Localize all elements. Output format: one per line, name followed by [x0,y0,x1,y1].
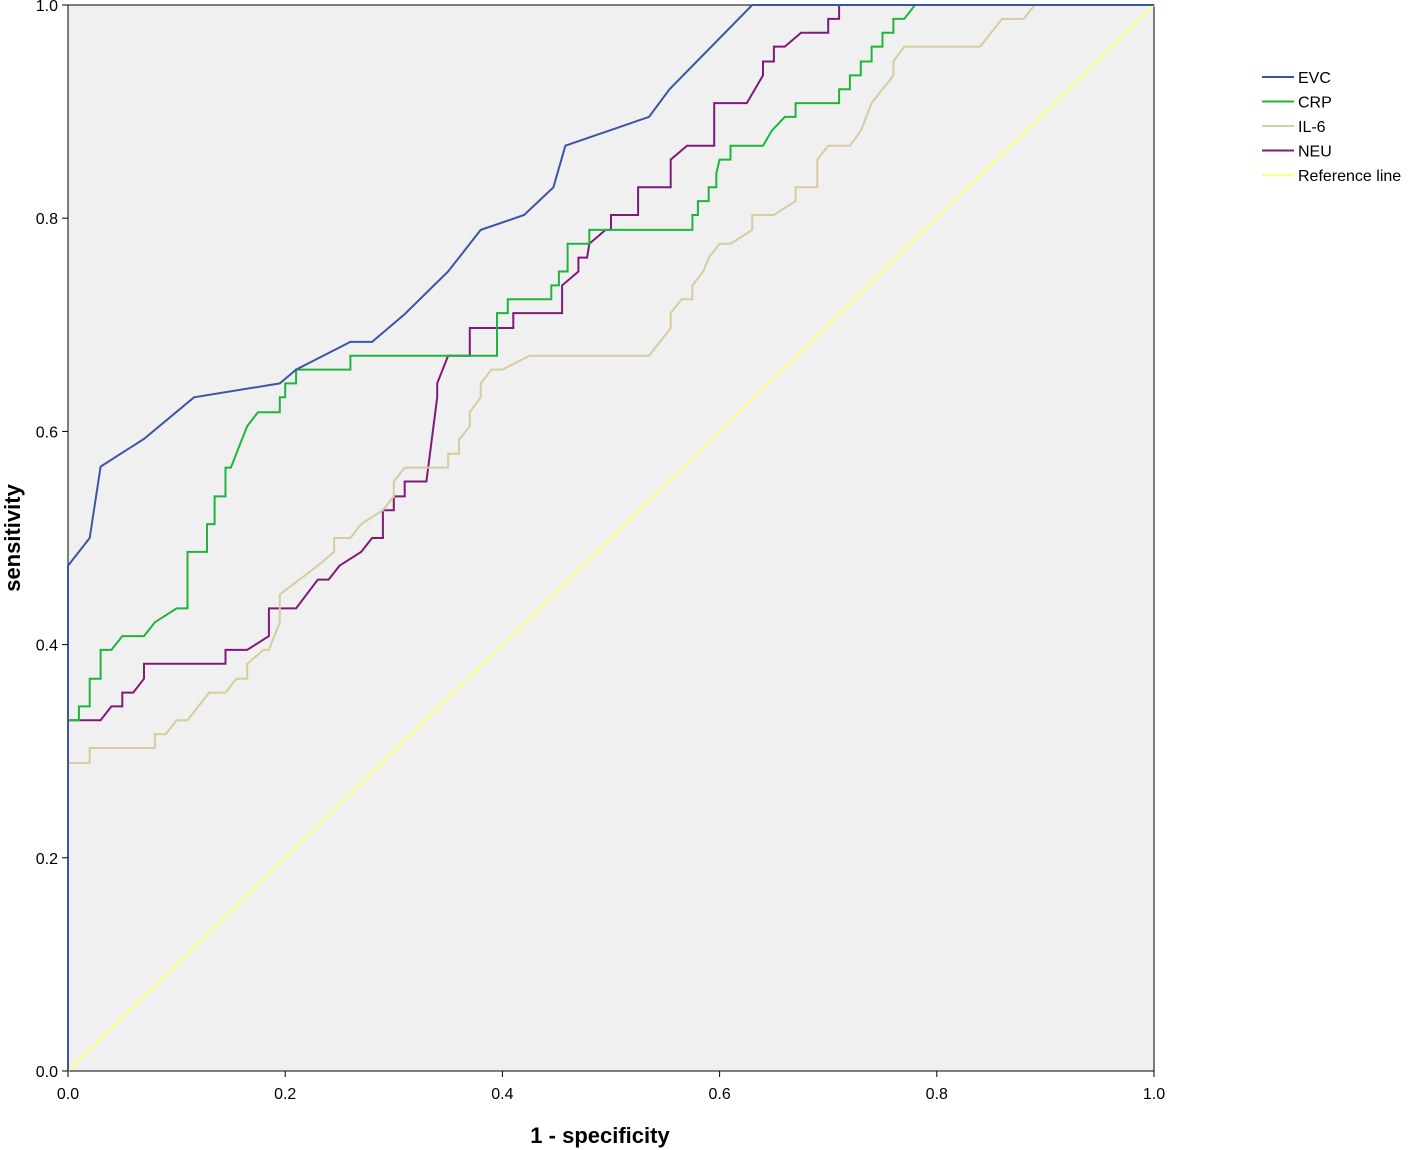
series-line-crp [67,4,1154,1071]
y-axis: 0.0 0.2 0.4 0.6 0.8 1.0 [36,0,68,1081]
x-axis-title: 1 - specificity [530,1123,670,1148]
series-line-il-6 [67,4,1154,1071]
axes-layer: 0.0 0.2 0.4 0.6 0.8 1.0 0.0 0.2 0.4 0.6 0.8 1.0 [36,0,1165,1103]
legend-label: CRP [1298,95,1332,112]
x-tick-label: 1.0 [1143,1086,1165,1103]
legend-label: IL-6 [1298,119,1326,136]
legend-label: NEU [1298,144,1332,161]
y-tick-label: 0.2 [36,851,58,868]
x-tick-label: 0.8 [926,1086,948,1103]
y-tick-label: 0.4 [36,638,58,655]
x-tick-label: 0.2 [274,1086,296,1103]
x-tick-label: 0.4 [491,1086,513,1103]
series-line-evc [67,4,1154,1071]
series-line-reference-line [67,4,1155,1072]
x-tick-label: 0.0 [57,1086,79,1103]
legend-label: EVC [1298,70,1331,87]
y-tick-label: 0.8 [36,211,58,228]
y-tick-label: 0.0 [36,1064,58,1081]
legend: EVC CRP IL-6 NEU Reference line [1262,70,1401,185]
x-axis: 0.0 0.2 0.4 0.6 0.8 1.0 [57,1071,1165,1103]
x-tick-label: 0.6 [708,1086,730,1103]
y-axis-title: sensitivity [0,483,25,591]
series-layer [67,4,1155,1072]
legend-label: Reference line [1298,168,1401,185]
y-tick-label: 1.0 [36,0,58,15]
y-tick-label: 0.6 [36,424,58,441]
